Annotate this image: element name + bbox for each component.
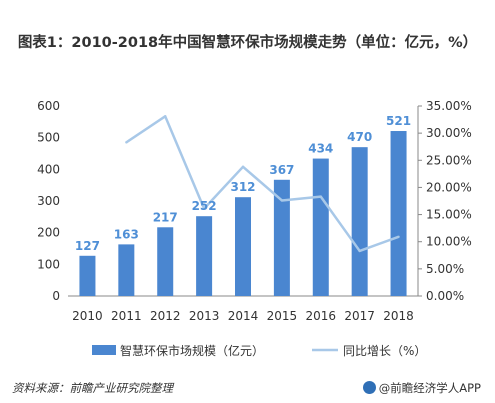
legend-swatch-bar bbox=[92, 345, 116, 355]
right-tick-label: 5.00% bbox=[426, 262, 464, 276]
left-tick-label: 0 bbox=[52, 289, 60, 303]
data-label: 217 bbox=[153, 210, 178, 224]
chart-title: 图表1：2010-2018年中国智慧环保市场规模走势（单位：亿元，%） bbox=[17, 35, 478, 51]
line-series bbox=[125, 115, 400, 253]
right-axis: 0.00% 5.00% 10.00% 15.00% 20.00% 25.00% 30.00%… bbox=[417, 99, 472, 303]
legend-label-bar: 智慧环保市场规模（亿元） bbox=[120, 343, 264, 358]
data-label: 252 bbox=[192, 199, 217, 213]
x-tick-label: 2016 bbox=[306, 309, 337, 323]
growth-line bbox=[125, 115, 399, 253]
data-label: 163 bbox=[114, 227, 139, 241]
bar bbox=[235, 197, 251, 296]
data-label: 434 bbox=[308, 142, 333, 156]
right-tick-label: 10.00% bbox=[426, 235, 472, 249]
x-axis: 2010 2011 2012 2013 2014 2015 2016 2017 2018 bbox=[68, 295, 418, 323]
left-tick-label: 200 bbox=[37, 226, 60, 240]
x-tick-label: 2011 bbox=[111, 309, 142, 323]
x-tick-label: 2010 bbox=[72, 309, 103, 323]
x-tick-label: 2012 bbox=[150, 309, 181, 323]
line-point bbox=[164, 115, 167, 118]
data-label: 312 bbox=[230, 180, 255, 194]
x-tick-label: 2013 bbox=[189, 309, 220, 323]
bar bbox=[390, 131, 407, 296]
brand-text: @前瞻经济学人APP bbox=[378, 381, 481, 395]
legend: 智慧环保市场规模（亿元） 同比增长（%） bbox=[92, 343, 426, 358]
left-tick-label: 600 bbox=[37, 99, 60, 113]
left-tick-label: 500 bbox=[37, 131, 60, 145]
legend-label-line: 同比增长（%） bbox=[343, 344, 426, 358]
x-tick-label: 2015 bbox=[267, 309, 298, 323]
left-tick-label: 300 bbox=[37, 194, 60, 208]
bar bbox=[312, 158, 329, 296]
line-point bbox=[358, 249, 361, 253]
bar bbox=[273, 179, 290, 296]
bar bbox=[196, 216, 213, 296]
bar bbox=[79, 255, 96, 296]
left-axis: 0 100 200 300 400 500 600 bbox=[37, 99, 60, 303]
bar bbox=[157, 227, 174, 296]
line-point bbox=[202, 207, 206, 210]
data-label: 521 bbox=[386, 114, 411, 128]
source-note: 资料来源：前瞻产业研究院整理 bbox=[12, 381, 173, 395]
right-tick-label: 20.00% bbox=[426, 180, 472, 194]
left-tick-label: 100 bbox=[37, 257, 60, 271]
brand-logo-icon bbox=[362, 381, 376, 394]
right-tick-label: 15.00% bbox=[426, 208, 472, 222]
right-tick-label: 30.00% bbox=[426, 126, 472, 140]
x-tick-label: 2014 bbox=[228, 309, 259, 323]
x-tick-label: 2018 bbox=[383, 309, 414, 323]
data-label: 367 bbox=[269, 163, 294, 177]
right-tick-label: 25.00% bbox=[426, 153, 472, 167]
data-label: 470 bbox=[347, 130, 372, 144]
x-tick-label: 2017 bbox=[344, 309, 375, 323]
line-point bbox=[319, 195, 322, 198]
left-tick-label: 400 bbox=[37, 162, 60, 176]
right-tick-label: 35.00% bbox=[426, 99, 472, 113]
right-tick-label: 0.00% bbox=[426, 289, 464, 303]
line-point bbox=[241, 165, 245, 168]
bar bbox=[351, 147, 368, 296]
bar bbox=[118, 244, 135, 296]
line-point bbox=[397, 235, 400, 239]
data-labels: 127 163 217 252 312 367 434 470 521 bbox=[75, 114, 411, 253]
brand-credit: @前瞻经济学人APP bbox=[362, 380, 481, 396]
line-point bbox=[125, 141, 128, 144]
bar-series bbox=[79, 131, 407, 296]
line-point bbox=[280, 199, 284, 202]
data-label: 127 bbox=[75, 239, 100, 253]
